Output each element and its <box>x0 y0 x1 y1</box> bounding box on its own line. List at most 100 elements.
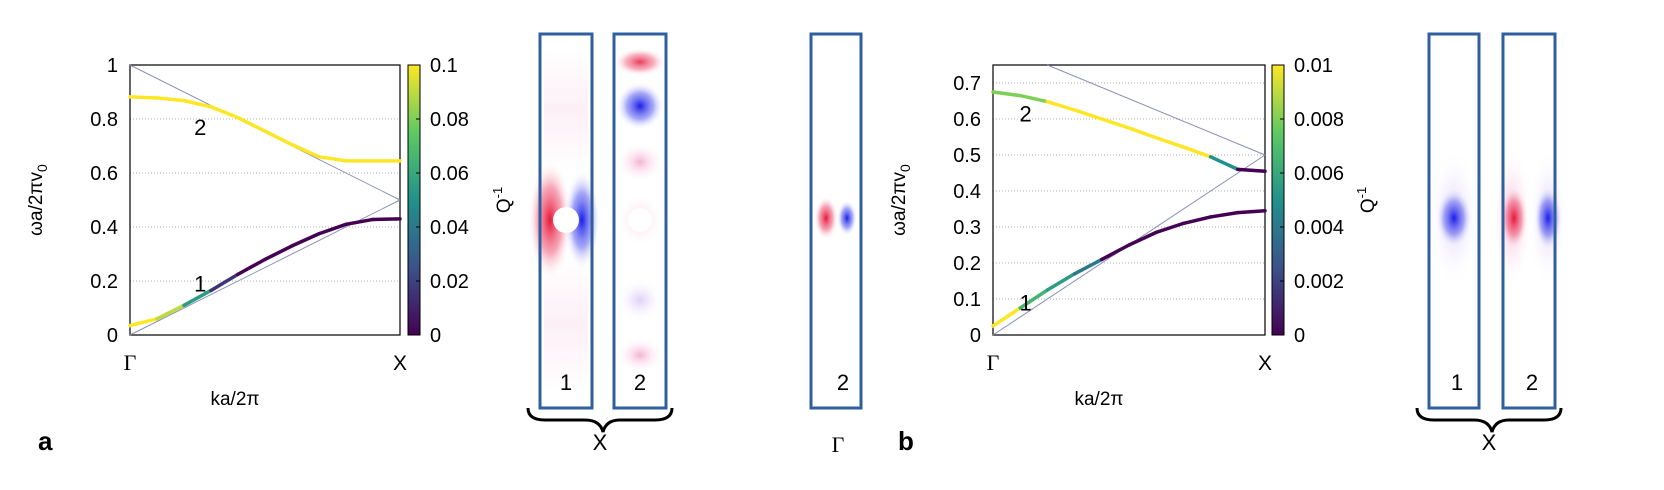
band-segment <box>155 96 186 103</box>
y-tick-label: 0.5 <box>953 145 981 167</box>
y-tick-label: 0.7 <box>953 73 981 95</box>
band-segment <box>344 217 375 227</box>
colorbar <box>407 64 421 336</box>
band-segment <box>1181 215 1213 226</box>
y-tick-label: 0.6 <box>90 163 118 185</box>
plot-frame <box>992 64 1266 336</box>
band-segment <box>1154 221 1186 235</box>
x-axis-label: ka/2π <box>1074 389 1123 410</box>
band-segment <box>236 257 267 276</box>
band-segment <box>1127 126 1158 140</box>
x-tick-label: Γ <box>124 350 137 375</box>
band-segment <box>991 306 1022 328</box>
band-label: 1 <box>1020 291 1032 316</box>
band-label: 2 <box>194 115 206 140</box>
band-segment <box>1127 230 1158 247</box>
brace-label-a: X <box>593 430 608 455</box>
band-segment <box>1236 167 1267 173</box>
band-segment <box>236 115 267 133</box>
band-segment <box>1100 243 1131 262</box>
band-segment <box>371 217 402 222</box>
y-tick-label: 0 <box>970 325 981 347</box>
y-tick-label: 0.4 <box>953 181 981 203</box>
panel-letter-a: a <box>38 426 53 456</box>
band-segment <box>317 155 348 163</box>
colorbar-tick-label: 0.06 <box>430 163 469 185</box>
brace-b <box>1415 407 1563 433</box>
band-segment <box>1018 288 1050 310</box>
y-tick-label: 0.1 <box>953 289 981 311</box>
band-segment <box>263 244 294 262</box>
colorbar-label: Q-1 <box>1354 187 1379 213</box>
band-label: 2 <box>1020 102 1032 127</box>
colorbar-tick-label: 0.1 <box>430 55 458 77</box>
colorbar-tick-label: 0.008 <box>1294 109 1344 131</box>
colorbar-label-text: Q-1 <box>1354 187 1379 213</box>
x-tick-label: X <box>1258 352 1272 375</box>
mode-label: 2 <box>837 370 849 395</box>
band-segment <box>128 317 159 328</box>
band-segment <box>1154 135 1186 149</box>
panel-letter-b: b <box>898 426 914 456</box>
colorbar-tick-label: 0 <box>1294 325 1305 347</box>
y-tick-label: 0 <box>107 325 118 347</box>
band-segment <box>1208 210 1240 219</box>
band-segment <box>182 288 213 308</box>
brace-label-b: X <box>1482 430 1497 455</box>
band-segment <box>128 95 159 100</box>
band-segment <box>290 142 321 159</box>
colorbar-tick-label: 0.002 <box>1294 271 1344 293</box>
y-tick-label: 0.3 <box>953 217 981 239</box>
y-tick-label: 0.8 <box>90 109 118 131</box>
band-segment <box>263 129 294 147</box>
mode-label: 1 <box>1451 370 1463 395</box>
mode-image-b-2: 2 <box>1492 32 1568 410</box>
y-axis-label-sub: 0 <box>897 164 913 172</box>
band-segment <box>1072 108 1104 121</box>
colorbar <box>1271 64 1285 336</box>
y-axis-label: ωa/2πv0 <box>26 164 50 236</box>
y-axis-label: ωa/2πv0 <box>889 164 913 236</box>
band-segment <box>182 98 213 109</box>
band-segment <box>1208 155 1240 172</box>
y-tick-label: 0.2 <box>953 253 981 275</box>
mode-label: 2 <box>1526 370 1538 395</box>
band-segment <box>317 222 348 236</box>
colorbar-label-sup: -1 <box>1354 187 1369 199</box>
mode-label: 1 <box>560 370 572 395</box>
brace-a <box>526 407 674 433</box>
band-segment <box>209 272 240 293</box>
plot-frame <box>129 64 401 336</box>
y-tick-label: 1 <box>107 55 118 77</box>
band-segment <box>1100 117 1131 130</box>
mode-label: 2 <box>634 370 646 395</box>
band-segment <box>1236 209 1267 215</box>
colorbar-tick-label: 0.01 <box>1294 55 1333 77</box>
band-segment <box>1045 99 1077 112</box>
colorbar-tick-label: 0.04 <box>430 217 469 239</box>
colorbar-label-sup: -1 <box>490 187 505 199</box>
x-axis-label: ka/2π <box>210 389 259 410</box>
colorbar-tick-label: 0.004 <box>1294 217 1344 239</box>
y-axis-label-text: ωa/2πv0 <box>889 164 913 236</box>
band-segment <box>1045 272 1077 292</box>
y-tick-label: 0.2 <box>90 271 118 293</box>
colorbar-tick-label: 0.08 <box>430 109 469 131</box>
mode-image-a-1: 1 <box>528 32 600 410</box>
band-segment <box>155 303 186 321</box>
y-axis-label-text: ωa/2πv0 <box>26 164 50 236</box>
x-tick-label: Γ <box>987 350 1000 375</box>
band-segment <box>1181 145 1213 159</box>
colorbar-label: Q-1 <box>490 187 515 213</box>
y-tick-label: 0.4 <box>90 217 118 239</box>
band-segment <box>1018 93 1050 104</box>
band-segment <box>1072 257 1104 276</box>
colorbar-tick-label: 0 <box>430 325 441 347</box>
colorbar-tick-label: 0.02 <box>430 271 469 293</box>
colorbar-tick-label: 0.006 <box>1294 163 1344 185</box>
band-segment <box>209 105 240 120</box>
band-segment <box>991 90 1022 98</box>
y-tick-label: 0.6 <box>953 109 981 131</box>
